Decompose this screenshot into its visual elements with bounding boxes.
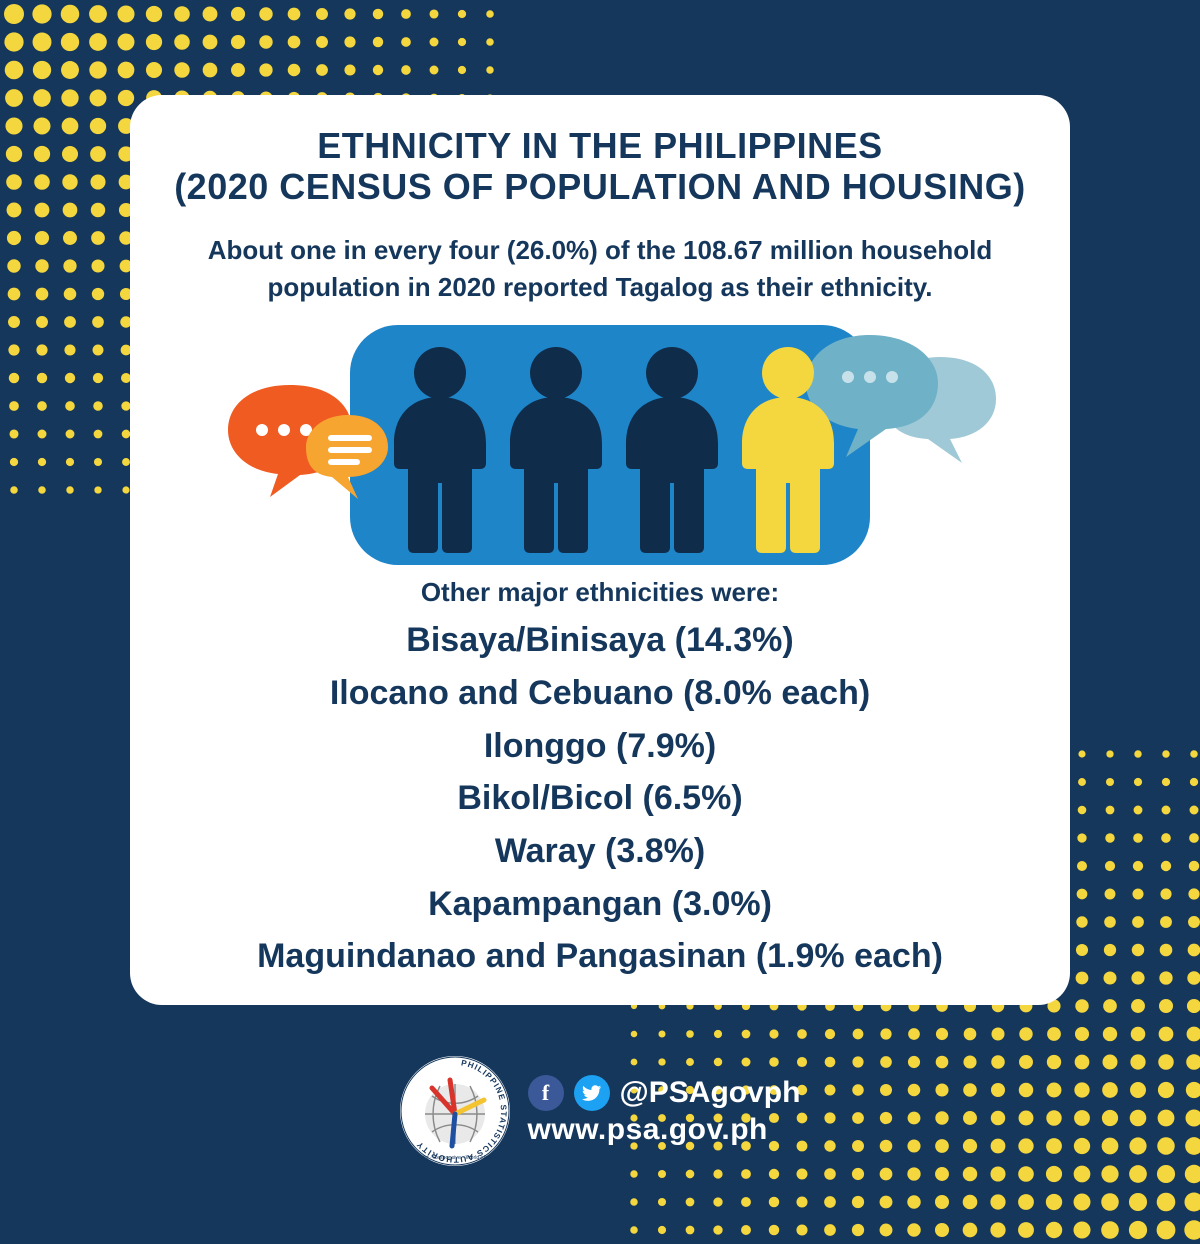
person-3 [612,343,732,553]
title-line2: (2020 CENSUS OF POPULATION AND HOUSING) [174,166,1026,207]
person-4 [728,343,848,553]
person-2 [496,343,616,553]
lead-text: About one in every four (26.0%) of the 1… [180,232,1020,307]
subheading: Other major ethnicities were: [170,577,1030,608]
footer: PHILIPPINE STATISTICS AUTHORITY Solid · … [0,1056,1200,1166]
twitter-icon [574,1075,610,1111]
people-illustration [210,325,990,565]
list-item: Bikol/Bicol (6.5%) [170,772,1030,825]
speech-bubble-orange [220,375,390,505]
list-item: Maguindanao and Pangasinan (1.9% each) [170,930,1030,983]
logo-sub: Solid · Responsive · World-class [416,1155,493,1161]
list-item: Kapampangan (3.0%) [170,878,1030,931]
social-handle: @PSAgovph [620,1076,801,1110]
list-item: Ilonggo (7.9%) [170,720,1030,773]
list-item: Bisaya/Binisaya (14.3%) [170,614,1030,667]
person-1 [380,343,500,553]
list-item: Ilocano and Cebuano (8.0% each) [170,667,1030,720]
card-title: ETHNICITY IN THE PHILIPPINES (2020 CENSU… [170,125,1030,208]
ethnicity-list: Bisaya/Binisaya (14.3%)Ilocano and Cebua… [170,614,1030,983]
psa-logo: PHILIPPINE STATISTICS AUTHORITY Solid · … [400,1056,510,1166]
website: www.psa.gov.ph [528,1113,801,1147]
facebook-icon: f [528,1075,564,1111]
info-card: ETHNICITY IN THE PHILIPPINES (2020 CENSU… [130,95,1070,1005]
footer-text: f @PSAgovph www.psa.gov.ph [528,1075,801,1147]
list-item: Waray (3.8%) [170,825,1030,878]
title-line1: ETHNICITY IN THE PHILIPPINES [317,125,882,166]
